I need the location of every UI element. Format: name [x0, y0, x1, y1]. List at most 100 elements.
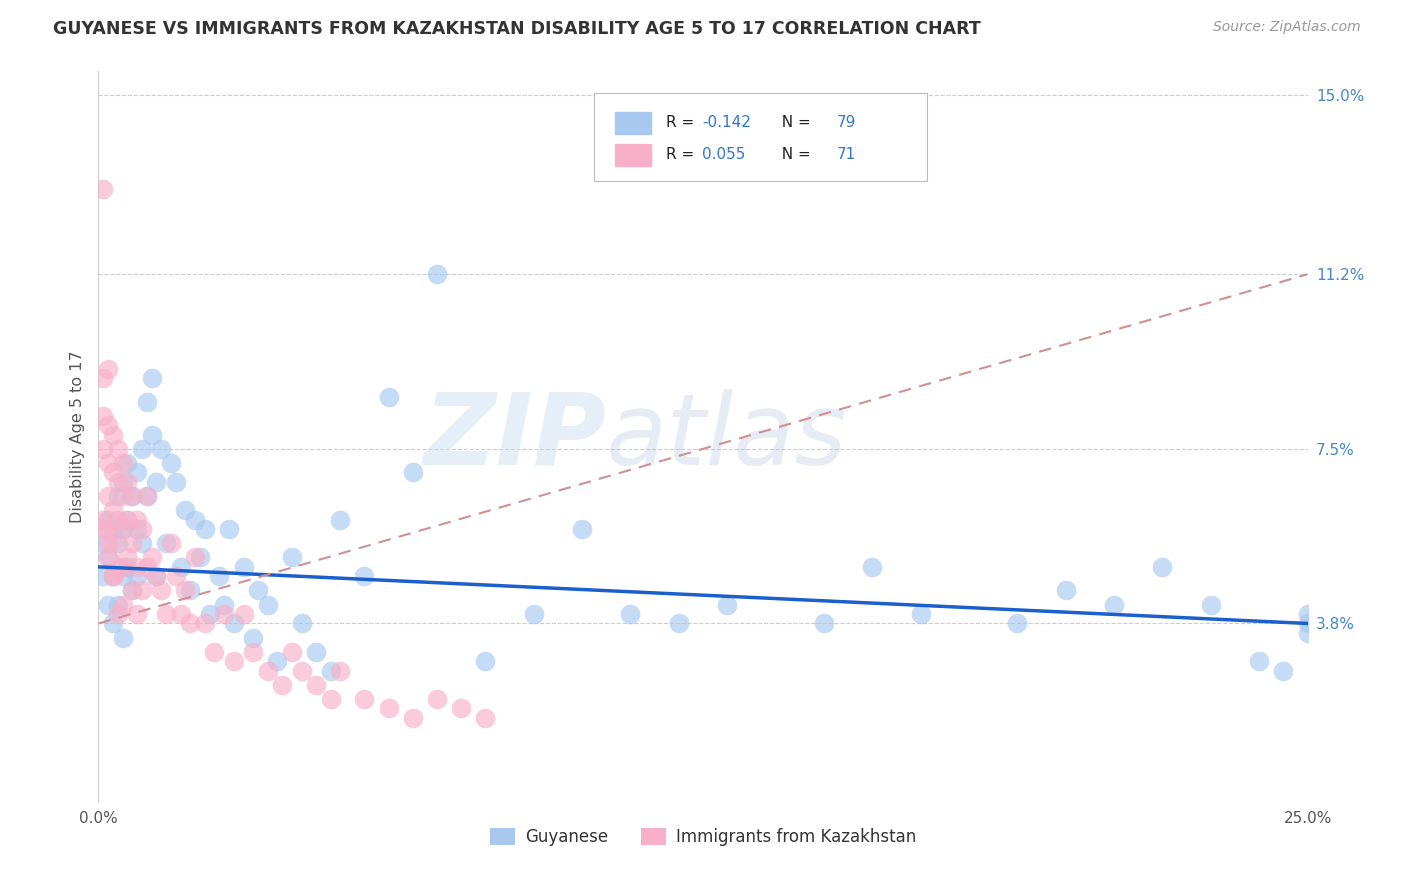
Point — [101, 616, 124, 631]
Point — [150, 442, 173, 456]
Point — [179, 616, 201, 631]
Point — [91, 522, 114, 536]
Point — [91, 442, 114, 456]
Point — [97, 522, 120, 536]
Point — [107, 598, 129, 612]
Point — [101, 427, 124, 442]
Point — [198, 607, 221, 621]
Text: 71: 71 — [837, 147, 856, 162]
Point — [668, 616, 690, 631]
Point — [97, 456, 120, 470]
Point — [232, 559, 254, 574]
Point — [281, 645, 304, 659]
Point — [107, 607, 129, 621]
Point — [1249, 654, 1271, 668]
Point — [97, 489, 120, 503]
Point — [117, 550, 139, 565]
Point — [111, 489, 134, 503]
Point — [188, 550, 211, 565]
Point — [218, 522, 240, 536]
Point — [91, 409, 114, 423]
Point — [141, 550, 163, 565]
Point — [204, 645, 226, 659]
Text: N =: N = — [772, 147, 815, 162]
Point — [266, 654, 288, 668]
Point — [813, 616, 835, 631]
Y-axis label: Disability Age 5 to 17: Disability Age 5 to 17 — [69, 351, 84, 524]
Point — [247, 583, 270, 598]
Point — [165, 569, 187, 583]
Text: atlas: atlas — [606, 389, 848, 485]
Point — [353, 692, 375, 706]
Point — [91, 371, 114, 385]
Point — [523, 607, 546, 621]
Point — [155, 536, 177, 550]
Point — [111, 631, 134, 645]
Point — [121, 536, 143, 550]
Point — [1296, 607, 1319, 621]
FancyBboxPatch shape — [614, 112, 651, 134]
Text: GUYANESE VS IMMIGRANTS FROM KAZAKHSTAN DISABILITY AGE 5 TO 17 CORRELATION CHART: GUYANESE VS IMMIGRANTS FROM KAZAKHSTAN D… — [53, 20, 981, 37]
Point — [101, 466, 124, 480]
Point — [97, 598, 120, 612]
Point — [329, 664, 352, 678]
Point — [117, 456, 139, 470]
Point — [1296, 626, 1319, 640]
Point — [194, 522, 217, 536]
Point — [97, 550, 120, 565]
Point — [319, 692, 342, 706]
Point — [305, 645, 328, 659]
Point — [232, 607, 254, 621]
Point — [212, 607, 235, 621]
Point — [145, 569, 167, 583]
Point — [1007, 616, 1029, 631]
Point — [377, 701, 399, 715]
Point — [716, 598, 738, 612]
Point — [1296, 616, 1319, 631]
Point — [402, 466, 425, 480]
Text: -0.142: -0.142 — [702, 115, 751, 130]
Point — [256, 664, 278, 678]
Point — [222, 654, 245, 668]
Point — [111, 475, 134, 489]
Point — [97, 513, 120, 527]
Point — [450, 701, 472, 715]
Point — [91, 182, 114, 196]
Point — [184, 513, 207, 527]
Point — [101, 569, 124, 583]
Text: R =: R = — [665, 147, 699, 162]
Point — [111, 522, 134, 536]
Point — [135, 559, 157, 574]
Point — [127, 466, 149, 480]
Point — [121, 583, 143, 598]
Point — [619, 607, 641, 621]
Point — [256, 598, 278, 612]
Point — [111, 522, 134, 536]
Point — [101, 536, 124, 550]
Point — [91, 513, 114, 527]
Point — [184, 550, 207, 565]
Point — [121, 489, 143, 503]
Point — [111, 559, 134, 574]
Point — [329, 513, 352, 527]
Point — [91, 536, 114, 550]
Point — [910, 607, 932, 621]
Point — [208, 569, 231, 583]
Point — [97, 418, 120, 433]
Point — [319, 664, 342, 678]
Point — [141, 371, 163, 385]
Point — [127, 522, 149, 536]
Point — [131, 583, 153, 598]
Point — [101, 569, 124, 583]
Point — [127, 559, 149, 574]
Point — [107, 489, 129, 503]
Point — [131, 442, 153, 456]
Point — [101, 503, 124, 517]
Point — [1054, 583, 1077, 598]
Point — [179, 583, 201, 598]
Point — [131, 522, 153, 536]
Point — [97, 550, 120, 565]
Point — [160, 536, 183, 550]
Point — [135, 489, 157, 503]
Point — [1272, 664, 1295, 678]
